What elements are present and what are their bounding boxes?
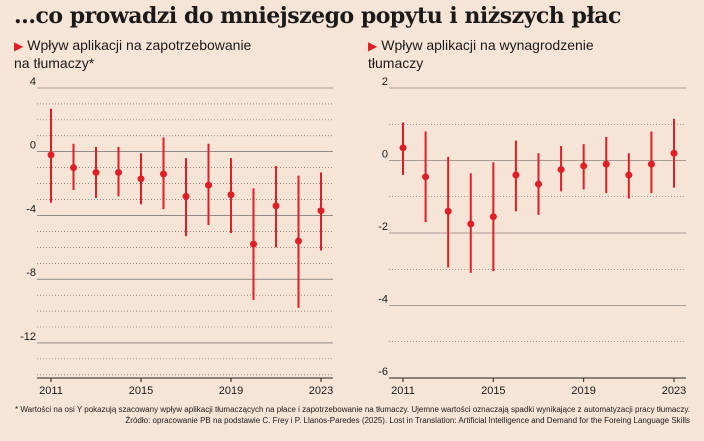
data-point [512,171,520,179]
data-point [422,173,430,181]
data-point [444,207,452,215]
data-point [602,160,610,168]
y-tick-label: 4 [30,76,36,88]
data-point [489,213,497,221]
data-point [227,191,235,199]
data-point [92,168,100,176]
right-title-line2: tłumaczy [368,55,424,71]
x-tick-label: 2023 [309,385,333,397]
y-tick-label: -2 [378,221,388,233]
data-point [535,180,542,188]
data-point [272,202,280,210]
x-tick-label: 2011 [39,385,63,397]
x-tick-label: 2023 [662,385,686,397]
left-panel-title: ▶ Wpływ aplikacji na zapotrzebowanie na t… [14,37,251,72]
data-point [47,151,55,159]
data-point [205,181,212,189]
data-point [70,164,77,172]
headline: ...co prowadzi do mniejszego popytu i ni… [14,3,621,29]
y-tick-label: 0 [382,149,388,161]
y-tick-label: -12 [20,331,36,343]
y-tick-label: -4 [378,294,388,306]
y-tick-label: -6 [378,366,388,378]
data-point [250,240,257,248]
data-point [137,175,145,183]
left-title-line1: Wpływ aplikacji na zapotrzebowanie [27,37,252,53]
data-point [467,220,475,228]
x-tick-label: 2015 [129,385,153,397]
data-point [317,207,325,215]
right-title-line1: Wpływ aplikacji na wynagrodzenie [381,37,594,53]
data-point [647,160,655,168]
y-tick-label: -4 [26,203,36,215]
right-panel-title: ▶ Wpływ aplikacji na wynagrodzenie tłumac… [368,37,594,72]
red-triangle-icon: ▶ [14,39,24,53]
data-point [115,168,122,176]
data-point [557,166,565,174]
data-point [670,149,678,157]
data-point [399,144,407,152]
y-tick-label: -8 [26,267,36,279]
source-note: Źródło: opracowanie PB na podstawie C. F… [125,416,690,425]
x-tick-label: 2019 [219,385,243,397]
data-point [295,237,302,245]
chart-demand: 4 0 -4 -8 -12 2011 2015 2019 2023 [20,76,333,397]
data-point [160,170,167,178]
footnote: * Wartości na osi Y pokazują szacowany w… [15,405,690,414]
data-point [625,171,633,179]
y-tick-label: 0 [30,140,36,152]
red-triangle-icon: ▶ [368,39,378,53]
x-tick-label: 2011 [391,385,415,397]
x-tick-label: 2015 [481,385,505,397]
left-title-line2: na tłumaczy* [14,55,95,71]
data-point [580,162,588,170]
data-point [182,192,190,200]
y-tick-label: 2 [382,76,388,88]
x-tick-label: 2019 [571,385,595,397]
